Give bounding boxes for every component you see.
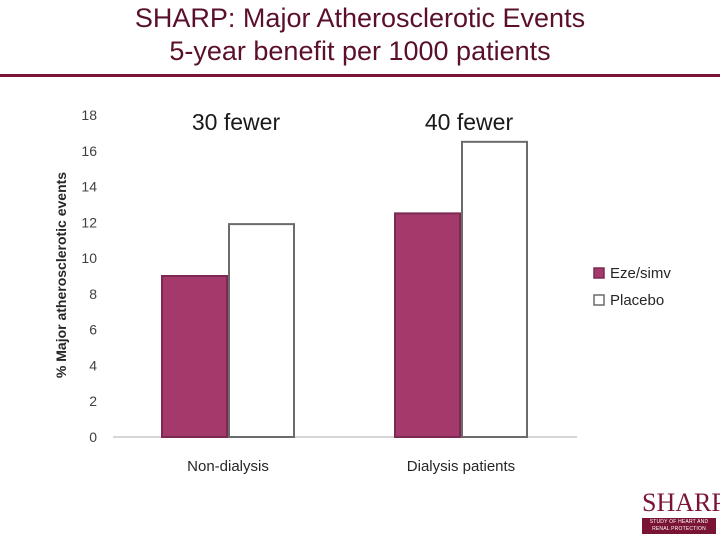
y-tick-label-5: 10	[81, 250, 97, 266]
bar-eze-simv-0	[161, 275, 228, 438]
y-tick-label-0: 0	[89, 429, 97, 445]
annotation-1: 40 fewer	[425, 109, 514, 135]
legend-label-0: Eze/simv	[610, 265, 671, 282]
legend-label-1: Placebo	[610, 292, 664, 309]
title-divider	[0, 74, 720, 77]
logo-band-line-2: RENAL PROTECTION	[652, 526, 706, 532]
y-tick-label-8: 16	[81, 143, 97, 159]
slide-title: SHARP: Major Atherosclerotic Events 5-ye…	[0, 2, 720, 68]
sharp-logo: SHARP STUDY OF HEART AND RENAL PROTECTIO…	[642, 488, 720, 538]
logo-wordmark: SHARP	[642, 488, 720, 517]
bar-placebo-0	[228, 223, 295, 438]
logo-band: STUDY OF HEART AND RENAL PROTECTION	[642, 518, 716, 534]
x-tick-label-1: Dialysis patients	[407, 458, 515, 475]
bar-eze-simv-1	[394, 212, 461, 438]
y-tick-label-1: 2	[89, 393, 97, 409]
annotation-0: 30 fewer	[192, 109, 281, 135]
y-tick-label-4: 8	[89, 286, 97, 302]
y-tick-label-7: 14	[81, 179, 97, 195]
legend-swatch-0	[593, 267, 605, 279]
y-tick-label-6: 12	[81, 214, 97, 230]
y-tick-label-3: 6	[89, 322, 97, 338]
y-tick-label-9: 18	[81, 107, 97, 123]
bar-placebo-1	[461, 140, 528, 438]
y-tick-label-2: 4	[89, 357, 97, 373]
y-axis-label: % Major atherosclerotic events	[53, 172, 69, 378]
title-line-2: 5-year benefit per 1000 patients	[169, 36, 551, 66]
title-line-1: SHARP: Major Atherosclerotic Events	[134, 3, 586, 33]
logo-band-line-1: STUDY OF HEART AND	[649, 519, 709, 525]
x-tick-label-0: Non-dialysis	[187, 458, 269, 475]
legend-swatch-1	[593, 294, 605, 306]
